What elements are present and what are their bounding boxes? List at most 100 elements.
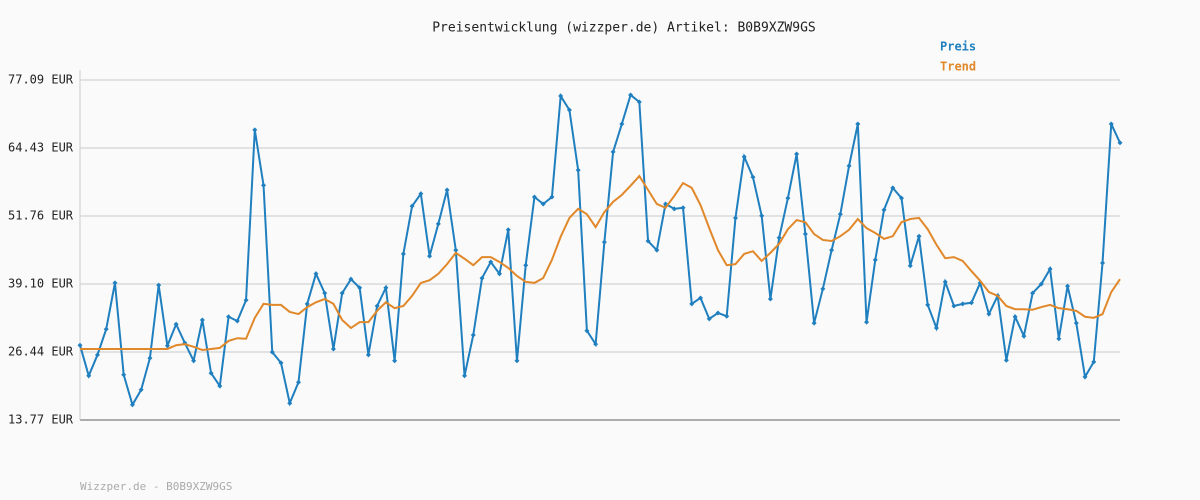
point-marker [619, 121, 625, 127]
point-marker [593, 341, 599, 347]
point-marker [208, 370, 214, 376]
point-marker [1117, 140, 1123, 146]
point-marker [968, 300, 974, 306]
point-marker [916, 233, 922, 239]
point-marker [1047, 266, 1053, 272]
y-tick-label: 51.76 EUR [8, 209, 74, 223]
point-marker [1038, 281, 1044, 287]
y-tick-label: 64.43 EUR [8, 141, 74, 155]
point-marker [313, 271, 319, 277]
point-marker [584, 328, 590, 334]
point-marker [479, 275, 485, 281]
point-marker [558, 93, 564, 99]
point-marker [951, 303, 957, 309]
legend-entry: Trend [940, 60, 976, 74]
point-marker [864, 319, 870, 325]
legend-entry: Preis [940, 40, 976, 54]
series-line [79, 92, 1121, 408]
series-line [80, 174, 1121, 352]
point-marker [1082, 374, 1088, 380]
point-marker [1100, 260, 1106, 266]
point-marker [453, 247, 459, 253]
point-marker [365, 352, 371, 358]
point-marker [330, 346, 336, 352]
point-marker [628, 92, 634, 98]
point-marker [348, 276, 354, 282]
point-marker [234, 318, 240, 324]
point-marker [129, 402, 135, 408]
point-marker [147, 355, 153, 361]
y-tick-label: 39.10 EUR [8, 277, 74, 291]
point-marker [645, 238, 651, 244]
point-marker [698, 295, 704, 301]
point-marker [802, 231, 808, 237]
point-marker [295, 379, 301, 385]
point-marker [427, 253, 433, 259]
point-marker [488, 259, 494, 265]
point-marker [601, 239, 607, 245]
point-marker [94, 352, 100, 358]
point-marker [435, 221, 441, 227]
point-marker [820, 286, 826, 292]
point-marker [304, 301, 310, 307]
point-marker [1108, 121, 1114, 127]
point-marker [549, 194, 555, 200]
point-marker [689, 301, 695, 307]
point-marker [1003, 357, 1009, 363]
point-marker [837, 211, 843, 217]
point-marker [278, 360, 284, 366]
point-marker [566, 107, 572, 113]
y-tick-label: 13.77 EUR [8, 413, 74, 427]
point-marker [960, 301, 966, 307]
point-marker [339, 290, 345, 296]
point-marker [881, 207, 887, 213]
point-marker [103, 326, 109, 332]
point-marker [374, 303, 380, 309]
point-marker [322, 290, 328, 296]
point-marker [418, 191, 424, 197]
point-marker [383, 285, 389, 291]
point-marker [741, 154, 747, 160]
point-marker [217, 383, 223, 389]
point-marker [872, 257, 878, 263]
point-marker [531, 194, 537, 200]
point-marker [540, 201, 546, 207]
point-marker [121, 372, 127, 378]
point-marker [610, 149, 616, 155]
point-marker [470, 332, 476, 338]
point-marker [1056, 336, 1062, 342]
point-marker [829, 247, 835, 253]
point-marker [890, 185, 896, 191]
footer: Wizzper.de - B0B9XZW9GS [80, 480, 232, 493]
point-marker [933, 325, 939, 331]
point-marker [199, 317, 205, 323]
point-marker [925, 302, 931, 308]
chart-title: Preisentwicklung (wizzper.de) Artikel: B… [432, 21, 816, 36]
point-marker [776, 235, 782, 241]
point-marker [400, 251, 406, 257]
point-marker [1012, 314, 1018, 320]
point-marker [269, 349, 275, 355]
point-marker [785, 195, 791, 201]
point-marker [1021, 333, 1027, 339]
point-marker [409, 203, 415, 209]
point-marker [191, 358, 197, 364]
point-marker [1091, 359, 1097, 365]
point-marker [732, 215, 738, 221]
point-marker [462, 373, 468, 379]
point-marker [226, 314, 232, 320]
point-marker [505, 227, 511, 233]
point-marker [243, 297, 249, 303]
point-marker [671, 206, 677, 212]
point-marker [846, 163, 852, 169]
point-marker [496, 271, 502, 277]
point-marker [1065, 283, 1071, 289]
point-marker [715, 310, 721, 316]
point-marker [252, 127, 258, 133]
point-marker [855, 121, 861, 127]
point-marker [724, 313, 730, 319]
point-marker [112, 280, 118, 286]
y-tick-label: 77.09 EUR [8, 73, 74, 87]
